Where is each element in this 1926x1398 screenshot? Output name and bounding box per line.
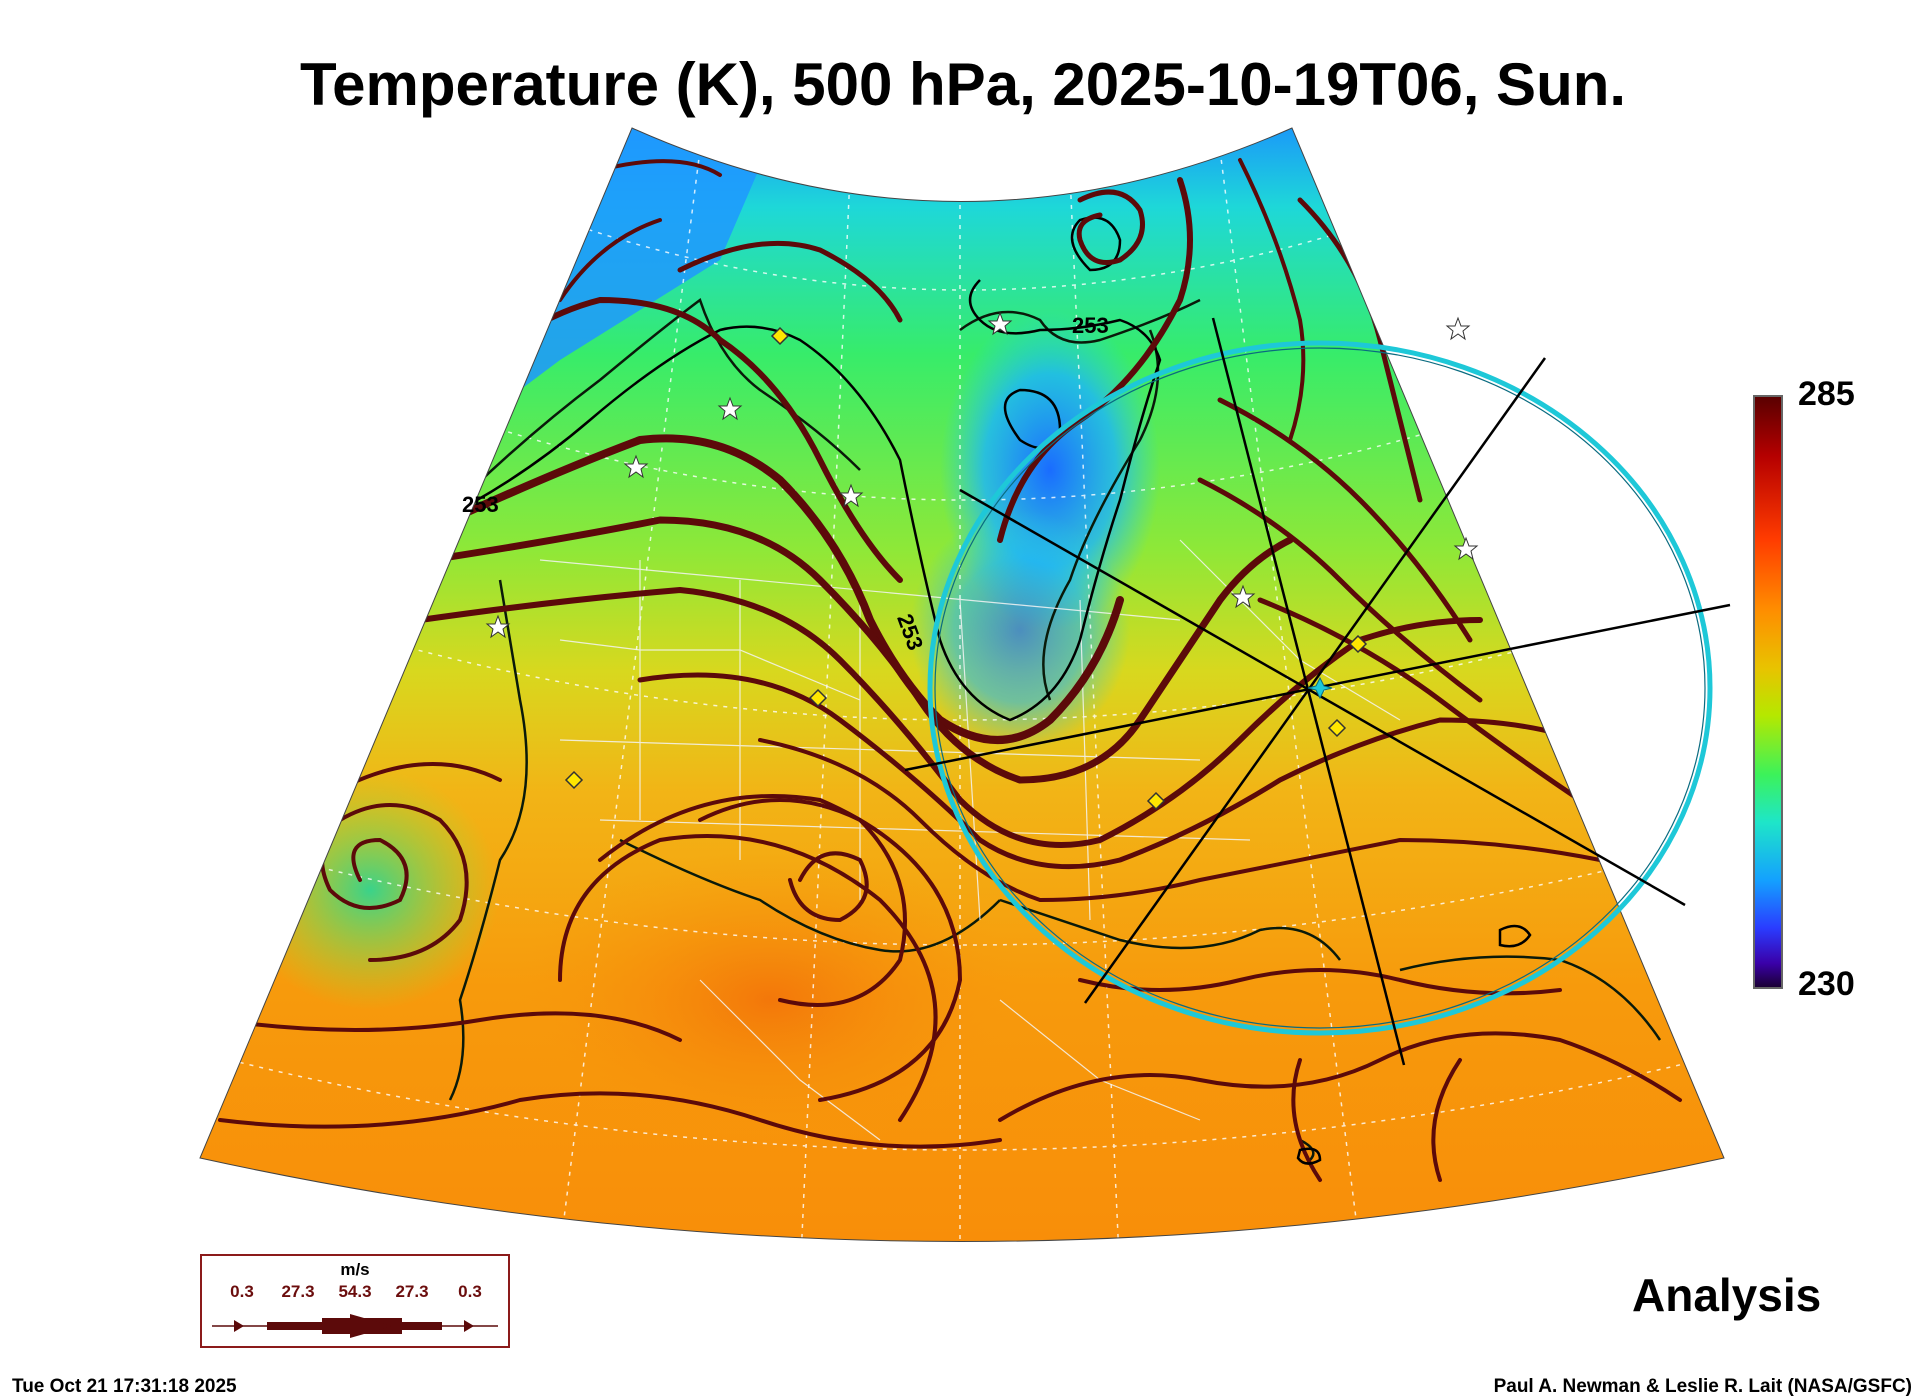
diamond-marker: [564, 770, 584, 790]
star-marker: [838, 483, 864, 508]
map-field: [200, 128, 1724, 1242]
map-outline: [199, 127, 1725, 1242]
legend-unit: m/s: [340, 1260, 370, 1279]
diamond-marker: [1348, 634, 1368, 654]
colorbar-max-label: 285: [1798, 375, 1855, 413]
eclipse-circle: [927, 340, 1713, 1036]
station-markers: [564, 326, 1368, 811]
star-marker: [623, 454, 649, 479]
star-marker: [717, 396, 743, 421]
wind-speed-legend: m/s 0.3 27.3 54.3 27.3 0.3: [200, 1254, 510, 1348]
star-markers: [485, 311, 1479, 639]
map-title: Temperature (K), 500 hPa, 2025-10-19T06,…: [299, 51, 1627, 118]
legend-value: 27.3: [395, 1282, 429, 1301]
contour-labels: 253 253 253: [462, 313, 1109, 654]
graticule: [229, 149, 1701, 1242]
eclipse-overlay: [904, 317, 1731, 1066]
star-marker: [485, 614, 511, 639]
legend-value: 0.3: [458, 1282, 482, 1301]
contour-label: 253: [462, 492, 499, 517]
diamond-marker: [1146, 791, 1166, 811]
contour-253: [439, 279, 1162, 722]
analysis-label: Analysis: [1632, 1269, 1822, 1321]
star-marker: [987, 311, 1013, 336]
diamond-marker: [1327, 718, 1347, 738]
credit-text: Paul A. Newman & Leslie R. Lait (NASA/GS…: [1493, 1376, 1912, 1397]
diamond-marker: [808, 688, 828, 708]
colorbar-min-label: 230: [1798, 965, 1855, 1003]
legend-value: 54.3: [338, 1282, 372, 1301]
eclipse-center-marker: [1307, 676, 1333, 700]
star-marker: [1445, 316, 1471, 341]
diamond-marker: [770, 326, 790, 346]
render-timestamp: Tue Oct 21 17:31:18 2025: [12, 1376, 237, 1397]
contour-label: 253: [1072, 313, 1109, 338]
legend-value: 0.3: [230, 1282, 254, 1301]
contour-loops: [1296, 924, 1532, 1165]
star-marker: [1230, 584, 1256, 609]
colorbar: [1753, 395, 1783, 989]
star-marker: [1453, 536, 1479, 561]
legend-arrow-scale: [212, 1314, 498, 1338]
legend-value: 27.3: [281, 1282, 315, 1301]
